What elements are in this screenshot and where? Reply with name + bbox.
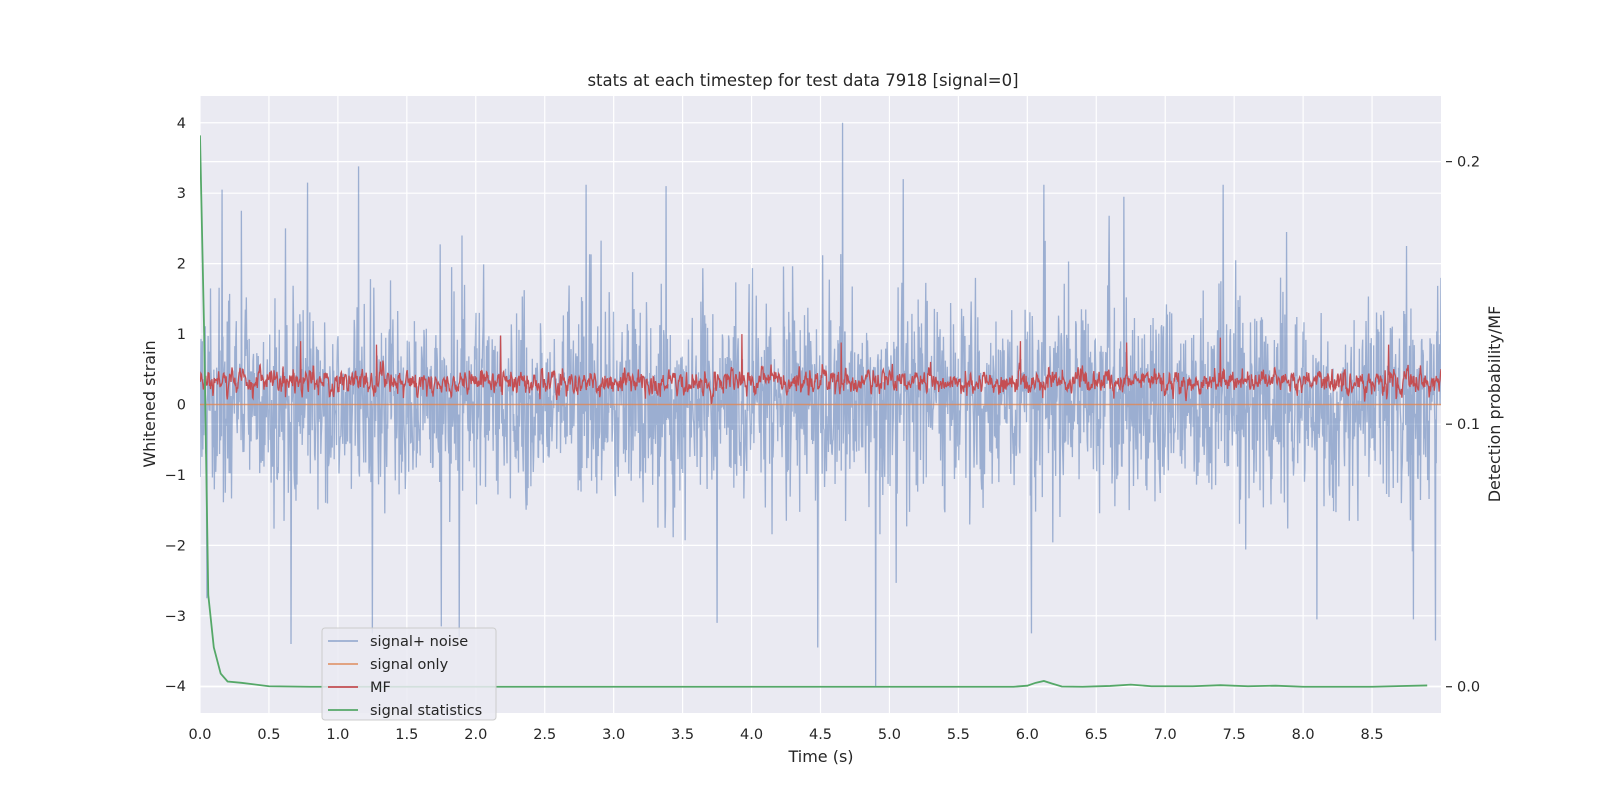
y2-axis-label: Detection probability/MF xyxy=(1485,306,1504,503)
series-signal-noise-line xyxy=(200,122,1441,687)
x-tick-label: 2.0 xyxy=(464,727,487,743)
series-mf-line xyxy=(200,334,1441,405)
x-tick-label: 5.5 xyxy=(947,727,970,743)
x-tick-label: 3.5 xyxy=(671,727,694,743)
x-tick-label: 6.5 xyxy=(1085,727,1108,743)
x-tick-label: 6.0 xyxy=(1016,727,1039,743)
y-tick-label: −4 xyxy=(165,679,186,695)
x-tick-label: 1.5 xyxy=(395,727,418,743)
y-tick-label: 2 xyxy=(177,257,186,273)
x-tick-label: 4.5 xyxy=(809,727,832,743)
chart-title: stats at each timestep for test data 791… xyxy=(587,71,1018,90)
x-tick-label: 1.0 xyxy=(326,727,349,743)
y2-tick-label: 0.1 xyxy=(1457,417,1480,433)
y-tick-label: 1 xyxy=(177,327,186,343)
plot-area xyxy=(200,122,1441,688)
x-tick-label: 2.5 xyxy=(533,727,556,743)
x-axis: 0.0 0.5 1.0 1.5 2.0 2.5 3.0 3.5 4.0 4.5 5.0 5.5 6.0 6… xyxy=(188,727,1383,743)
x-axis-label: Time (s) xyxy=(787,747,853,766)
legend-label: signal statistics xyxy=(370,703,482,719)
y-tick-label: −1 xyxy=(165,468,186,484)
x-tick-label: 4.0 xyxy=(740,727,763,743)
y-axis-label: Whitened strain xyxy=(140,340,159,467)
legend: signal+ noise signal only MF signal statist… xyxy=(321,627,497,721)
x-tick-label: 7.5 xyxy=(1223,727,1246,743)
x-tick-label: 8.0 xyxy=(1292,727,1315,743)
y2-tick-label: 0.0 xyxy=(1457,680,1480,696)
legend-box xyxy=(321,627,497,721)
x-tick-label: 0.0 xyxy=(188,727,211,743)
x-tick-label: 8.5 xyxy=(1361,727,1384,743)
legend-label: MF xyxy=(370,680,391,696)
y-tick-label: 0 xyxy=(177,398,186,414)
x-tick-label: 0.5 xyxy=(257,727,280,743)
legend-label: signal only xyxy=(370,657,449,673)
y-tick-label: 4 xyxy=(177,116,186,132)
y-tick-label: −2 xyxy=(165,538,186,554)
legend-label: signal+ noise xyxy=(370,634,468,650)
series-signal-statistics-line xyxy=(200,135,1428,688)
y2-tick-label: 0.2 xyxy=(1457,155,1480,171)
y-tick-label: −3 xyxy=(165,609,186,625)
x-tick-label: 7.0 xyxy=(1154,727,1177,743)
x-tick-label: 3.0 xyxy=(602,727,625,743)
y2-axis: 0.0 0.1 0.2 xyxy=(1446,155,1480,696)
y-tick-label: 3 xyxy=(177,186,186,202)
y-axis: −4 −3 −2 −1 0 1 2 3 4 xyxy=(165,116,186,695)
x-tick-label: 5.0 xyxy=(878,727,901,743)
